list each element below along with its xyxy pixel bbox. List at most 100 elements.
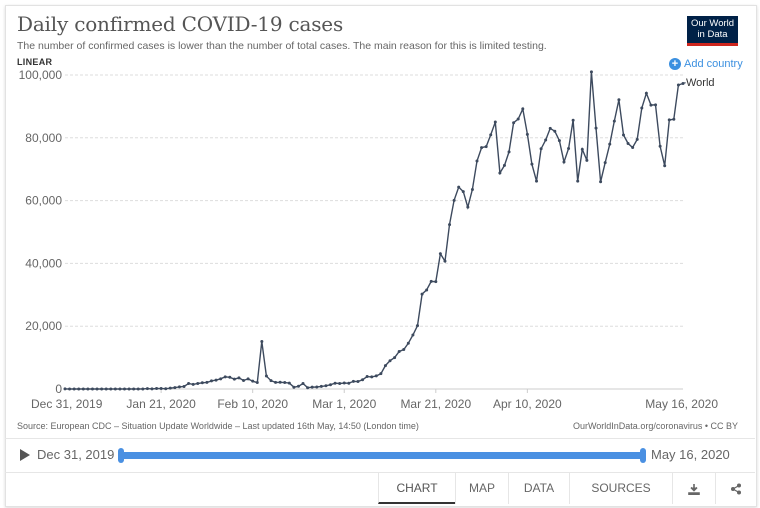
data-point[interactable] [150, 387, 154, 391]
data-point[interactable] [557, 139, 561, 143]
data-point[interactable] [232, 377, 236, 381]
data-point[interactable] [237, 376, 241, 380]
data-point[interactable] [351, 379, 355, 383]
data-point[interactable] [640, 106, 644, 110]
data-point[interactable] [310, 385, 314, 389]
data-point[interactable] [535, 179, 539, 183]
data-point[interactable] [370, 375, 374, 379]
data-point[interactable] [182, 385, 186, 389]
data-point[interactable] [654, 103, 658, 107]
data-point[interactable] [667, 118, 671, 122]
data-point[interactable] [214, 378, 218, 382]
data-point[interactable] [429, 279, 433, 283]
data-point[interactable] [338, 381, 342, 385]
data-point[interactable] [196, 382, 200, 386]
data-point[interactable] [306, 386, 310, 390]
data-point[interactable] [626, 141, 630, 145]
data-point[interactable] [681, 81, 685, 85]
data-point[interactable] [191, 382, 195, 386]
data-point[interactable] [388, 359, 392, 363]
data-point[interactable] [283, 381, 287, 385]
data-point[interactable] [434, 280, 438, 284]
data-point[interactable] [242, 378, 246, 382]
data-point[interactable] [127, 387, 131, 391]
timeline-track[interactable] [120, 452, 644, 459]
data-point[interactable] [219, 377, 223, 381]
data-point[interactable] [406, 341, 410, 345]
credit-link[interactable]: OurWorldInData.org/coronavirus • CC BY [572, 421, 738, 431]
data-point[interactable] [118, 387, 122, 391]
data-point[interactable] [498, 171, 502, 175]
data-point[interactable] [287, 381, 291, 385]
data-point[interactable] [599, 180, 603, 184]
data-point[interactable] [603, 161, 607, 165]
data-point[interactable] [95, 387, 99, 391]
data-point[interactable] [269, 379, 273, 383]
data-point[interactable] [635, 137, 639, 141]
data-point[interactable] [246, 377, 250, 381]
data-point[interactable] [155, 387, 159, 391]
data-point[interactable] [589, 70, 593, 74]
data-point[interactable] [438, 252, 442, 256]
data-point[interactable] [63, 387, 67, 391]
data-point[interactable] [200, 381, 204, 385]
add-country-button[interactable]: + Add country [669, 58, 743, 70]
data-point[interactable] [567, 146, 571, 150]
data-point[interactable] [484, 145, 488, 149]
play-icon[interactable] [20, 449, 30, 461]
data-point[interactable] [251, 379, 255, 383]
data-point[interactable] [544, 138, 548, 142]
data-point[interactable] [663, 164, 667, 168]
data-point[interactable] [356, 379, 360, 383]
data-point[interactable] [383, 364, 387, 368]
data-point[interactable] [228, 375, 232, 379]
data-point[interactable] [292, 385, 296, 389]
data-point[interactable] [361, 378, 365, 382]
data-point[interactable] [649, 103, 653, 107]
data-point[interactable] [296, 384, 300, 388]
data-point[interactable] [475, 159, 479, 163]
data-point[interactable] [274, 380, 278, 384]
data-point[interactable] [109, 387, 113, 391]
data-point[interactable] [411, 333, 415, 337]
data-point[interactable] [585, 158, 589, 162]
data-point[interactable] [177, 385, 181, 389]
data-point[interactable] [72, 387, 76, 391]
data-point[interactable] [393, 356, 397, 360]
data-point[interactable] [397, 350, 401, 354]
data-point[interactable] [173, 386, 177, 390]
tab-map[interactable]: MAP [455, 473, 508, 504]
data-point[interactable] [374, 374, 378, 378]
data-point[interactable] [278, 380, 282, 384]
data-point[interactable] [90, 387, 94, 391]
data-point[interactable] [521, 107, 525, 111]
data-point[interactable] [448, 223, 452, 227]
data-point[interactable] [379, 372, 383, 376]
data-point[interactable] [553, 129, 557, 133]
data-point[interactable] [264, 374, 268, 378]
data-point[interactable] [123, 387, 127, 391]
data-point[interactable] [86, 387, 90, 391]
data-point[interactable] [530, 162, 534, 166]
data-point[interactable] [512, 121, 516, 125]
data-point[interactable] [187, 381, 191, 385]
data-point[interactable] [342, 381, 346, 385]
data-point[interactable] [539, 147, 543, 151]
data-point[interactable] [333, 381, 337, 385]
data-point[interactable] [608, 142, 612, 146]
data-point[interactable] [168, 386, 172, 390]
timeline-end-handle[interactable] [640, 448, 646, 463]
tab-chart[interactable]: CHART [378, 473, 455, 504]
data-point[interactable] [658, 144, 662, 148]
data-point[interactable] [507, 150, 511, 154]
data-point[interactable] [617, 98, 621, 102]
data-point[interactable] [457, 185, 461, 189]
data-point[interactable] [145, 387, 149, 391]
tab-data[interactable]: DATA [508, 473, 569, 504]
data-point[interactable] [347, 381, 351, 385]
data-point[interactable] [644, 91, 648, 95]
data-point[interactable] [516, 117, 520, 121]
data-point[interactable] [466, 205, 470, 209]
data-point[interactable] [676, 83, 680, 87]
data-point[interactable] [209, 379, 213, 383]
